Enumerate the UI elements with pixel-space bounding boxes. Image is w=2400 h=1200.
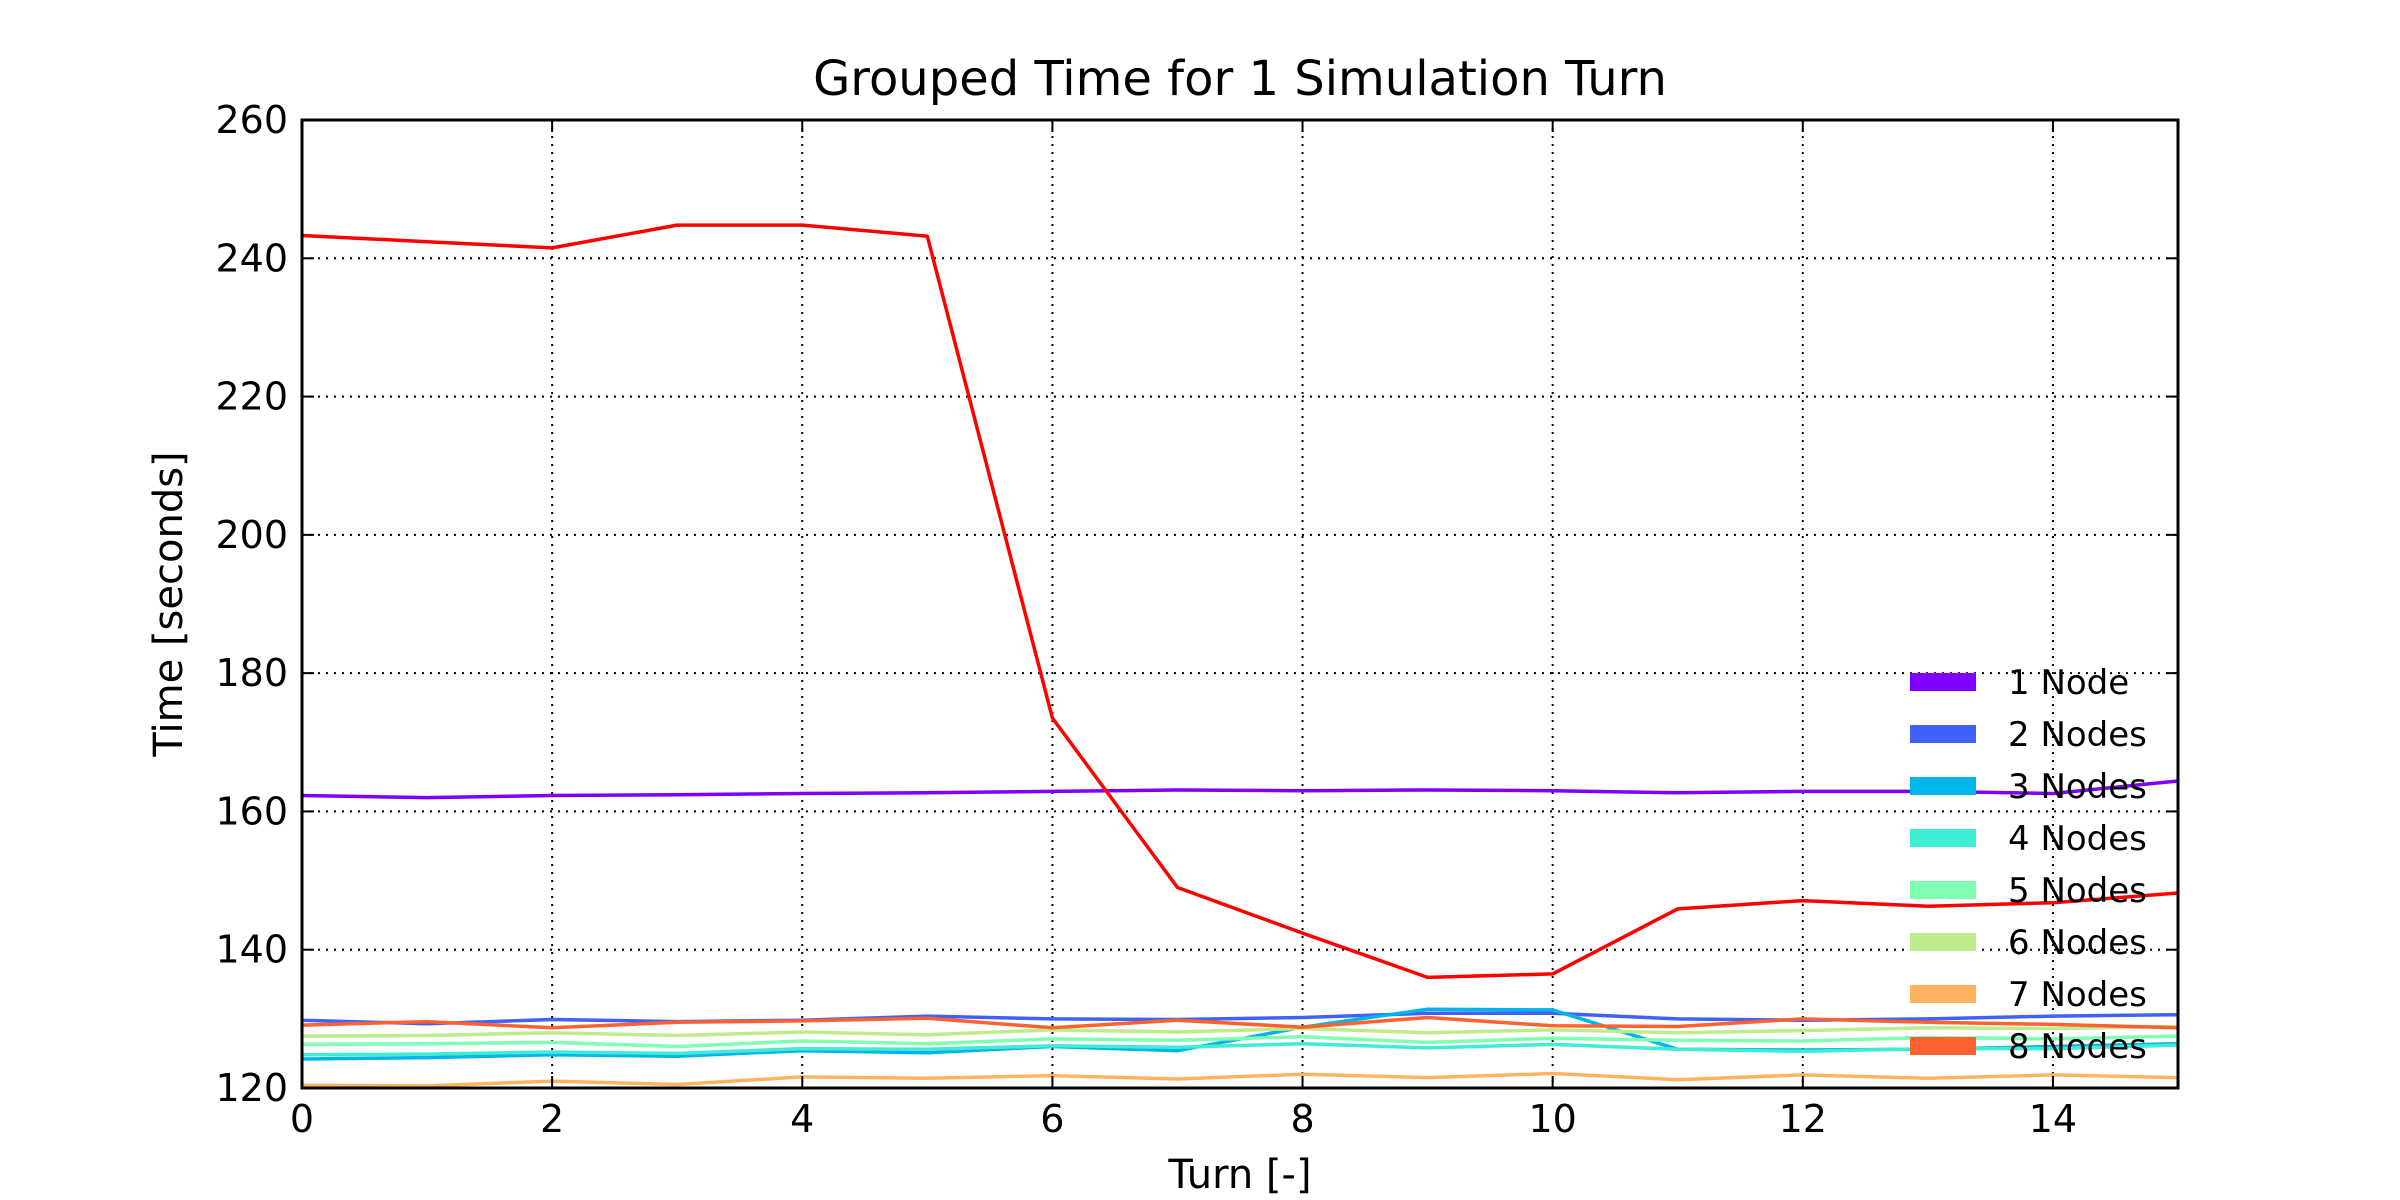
legend-label: 3 Nodes: [2008, 767, 2147, 807]
legend-swatch: [1910, 777, 1976, 795]
y-tick-label: 120: [215, 1066, 288, 1110]
legend-swatch: [1910, 725, 1976, 743]
legend-label: 8 Nodes: [2008, 1027, 2147, 1067]
x-tick-label: 2: [540, 1097, 564, 1141]
series-line-4: [301, 1034, 2179, 1049]
series-line-7: [301, 1015, 2179, 1030]
legend-swatch: [1910, 673, 1976, 691]
axis-ticks: 0 2 4 6 8 10 12 14 120 140 160 180 200 220 240 260: [215, 98, 2178, 1141]
grid-lines: [302, 120, 2178, 1088]
legend-label: 1 Node: [2008, 663, 2129, 703]
legend-label: 2 Nodes: [2008, 715, 2147, 755]
legend-label: 4 Nodes: [2008, 819, 2147, 859]
series-line-5: [301, 1024, 2179, 1038]
legend-swatch: [1910, 985, 1976, 1003]
legend-swatch: [1910, 1037, 1976, 1055]
series-line-0: [301, 779, 2179, 800]
y-tick-label: 240: [215, 236, 288, 280]
y-tick-label: 220: [215, 375, 288, 419]
y-tick-label: 180: [215, 651, 288, 695]
series-line-3: [301, 1041, 2179, 1057]
series-line-6: [301, 1071, 2179, 1088]
chart-title: Grouped Time for 1 Simulation Turn: [813, 51, 1667, 107]
x-tick-label: 12: [1779, 1097, 1827, 1141]
data-series: [301, 223, 2179, 1088]
legend-label: 5 Nodes: [2008, 871, 2147, 911]
x-tick-label: 8: [1290, 1097, 1314, 1141]
series-line-8: [301, 223, 2179, 980]
y-tick-label: 160: [215, 789, 288, 833]
y-tick-label: 200: [215, 513, 288, 557]
x-tick-label: 4: [790, 1097, 814, 1141]
legend-label: 6 Nodes: [2008, 923, 2147, 963]
y-tick-label: 260: [215, 98, 288, 142]
legend-swatch: [1910, 829, 1976, 847]
legend-swatch: [1910, 881, 1976, 899]
x-tick-label: 14: [2029, 1097, 2077, 1141]
legend-label: 7 Nodes: [2008, 975, 2147, 1015]
y-axis-label: Time [seconds]: [146, 451, 192, 757]
y-tick-label: 140: [215, 928, 288, 972]
x-axis-label: Turn [-]: [1167, 1152, 1311, 1198]
legend-swatch: [1910, 933, 1976, 951]
plot-frame: [300, 118, 2180, 1090]
x-tick-label: 0: [290, 1097, 314, 1141]
x-tick-label: 10: [1528, 1097, 1576, 1141]
x-tick-label: 6: [1040, 1097, 1064, 1141]
legend: 1 Node 2 Nodes 3 Nodes 4 Nodes 5 Nodes 6 Node…: [1910, 663, 2147, 1067]
